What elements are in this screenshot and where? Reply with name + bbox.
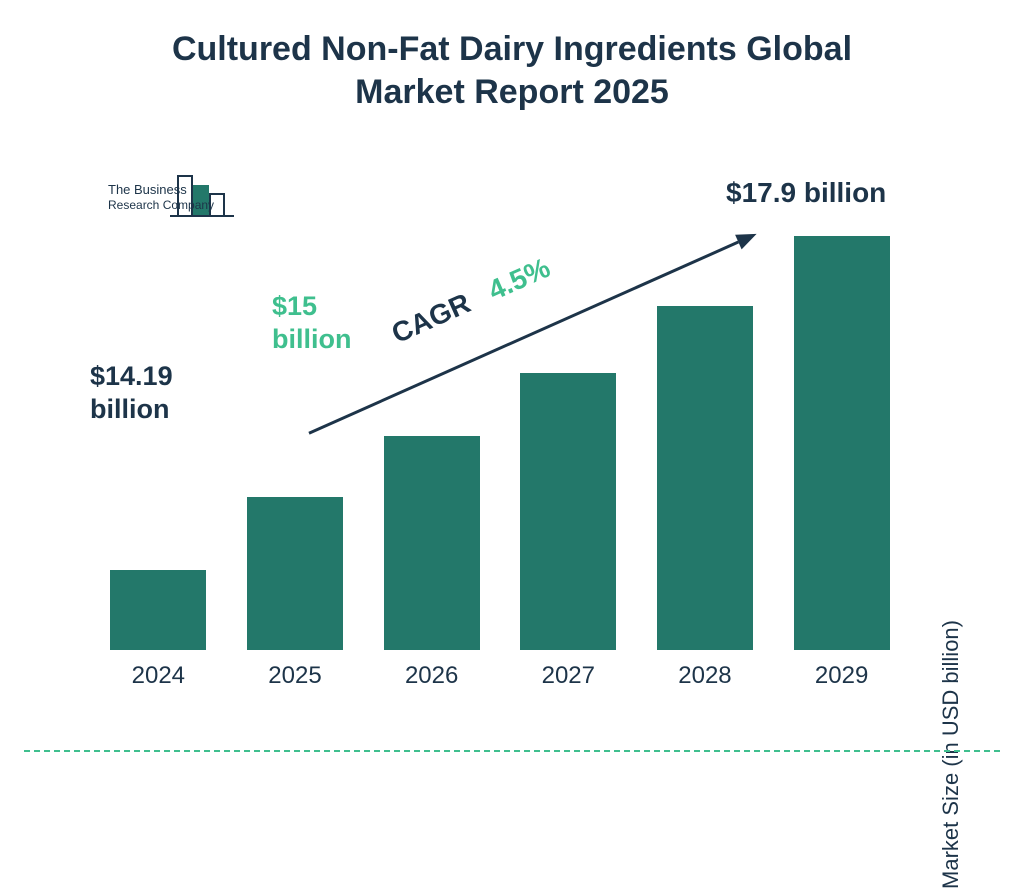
bar-2026 [384, 436, 480, 650]
xlabel-2029: 2029 [794, 662, 890, 690]
market-bar-chart: $14.19 billion $15 billion $17.9 billion… [90, 150, 940, 690]
bar-2027 [520, 373, 616, 650]
callout-2025: $15 billion [272, 290, 351, 355]
title-line2: Market Report 2025 [0, 71, 1024, 114]
x-axis-labels: 2024 2025 2026 2027 2028 2029 [90, 662, 910, 690]
callout-2025-val: $15 [272, 290, 351, 322]
plot-area: $14.19 billion $15 billion $17.9 billion… [90, 170, 910, 650]
bar-2029 [794, 236, 890, 650]
bar-2028 [657, 306, 753, 650]
callout-2024-unit: billion [90, 393, 173, 425]
xlabel-2027: 2027 [520, 662, 616, 690]
report-container: Cultured Non-Fat Dairy Ingredients Globa… [0, 0, 1024, 768]
callout-2024-val: $14.19 [90, 360, 173, 392]
footer-dash-line [24, 750, 1000, 752]
page-title: Cultured Non-Fat Dairy Ingredients Globa… [0, 28, 1024, 113]
bar-2025 [247, 497, 343, 650]
xlabel-2024: 2024 [110, 662, 206, 690]
xlabel-2025: 2025 [247, 662, 343, 690]
xlabel-2026: 2026 [384, 662, 480, 690]
xlabel-2028: 2028 [657, 662, 753, 690]
callout-2024: $14.19 billion [90, 360, 173, 425]
callout-2025-unit: billion [272, 323, 351, 355]
bars-group [90, 170, 910, 650]
bar-2024 [110, 570, 206, 650]
callout-2029-text: $17.9 billion [726, 177, 886, 208]
title-line1: Cultured Non-Fat Dairy Ingredients Globa… [0, 28, 1024, 71]
y-axis-label: Market Size (in USD billion) [938, 620, 964, 889]
callout-2029: $17.9 billion [726, 176, 886, 210]
